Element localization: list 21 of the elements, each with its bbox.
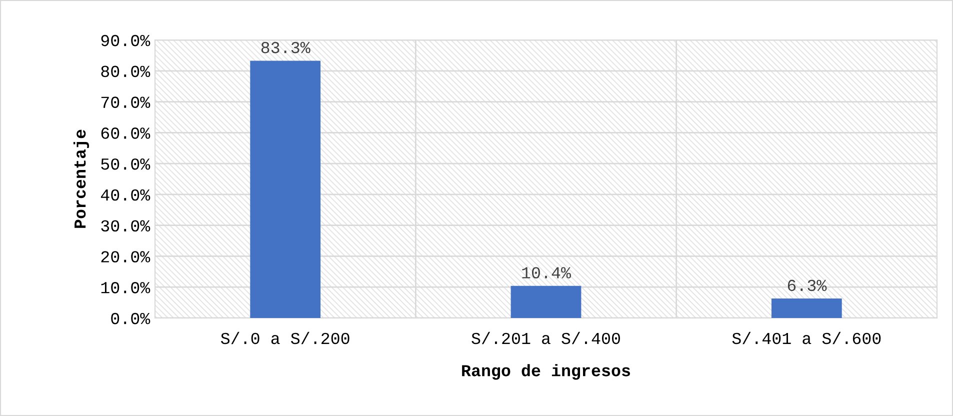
x-tick-label: S/.201 a S/.400	[472, 332, 620, 344]
x-tick-label: S/.0 a S/.200	[220, 332, 350, 344]
bar	[510, 286, 582, 318]
data-label: 10.4%	[522, 267, 572, 278]
data-label: 6.3%	[788, 280, 827, 292]
x-axis-title: Rango de ingresos	[462, 364, 630, 380]
y-tick-label: 20.0%	[101, 251, 150, 262]
y-tick-label: 50.0%	[101, 158, 150, 170]
y-axis-title: Porcentaje	[73, 130, 90, 228]
y-tick-label: 0.0%	[111, 312, 150, 324]
y-tick-label: 30.0%	[101, 220, 150, 232]
bar	[771, 298, 842, 318]
y-tick-label: 60.0%	[101, 128, 150, 139]
x-tick-label: S/.401 a S/.600	[732, 332, 881, 344]
y-tick-label: 70.0%	[101, 96, 150, 108]
y-tick-label: 90.0%	[101, 34, 150, 46]
bar	[250, 60, 321, 318]
y-tick-label: 40.0%	[100, 189, 150, 201]
y-tick-label: 80.0%	[101, 66, 150, 78]
data-label: 83.3%	[261, 42, 310, 54]
y-tick-label: 10.0%	[101, 282, 150, 294]
